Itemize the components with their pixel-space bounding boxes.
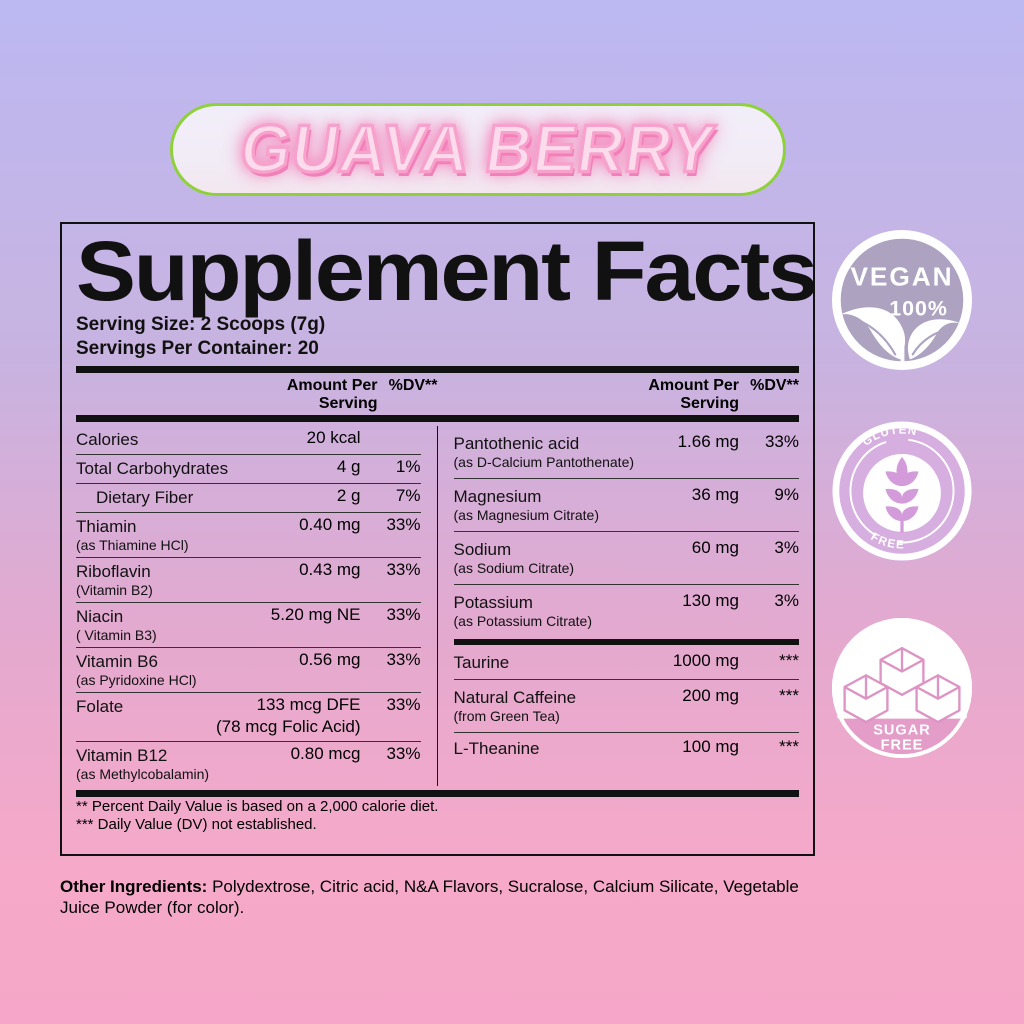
svg-text:100%: 100% — [889, 297, 948, 321]
svg-text:FREE: FREE — [881, 737, 924, 753]
svg-text:SUGAR: SUGAR — [873, 723, 931, 739]
svg-text:VEGAN: VEGAN — [850, 261, 953, 291]
